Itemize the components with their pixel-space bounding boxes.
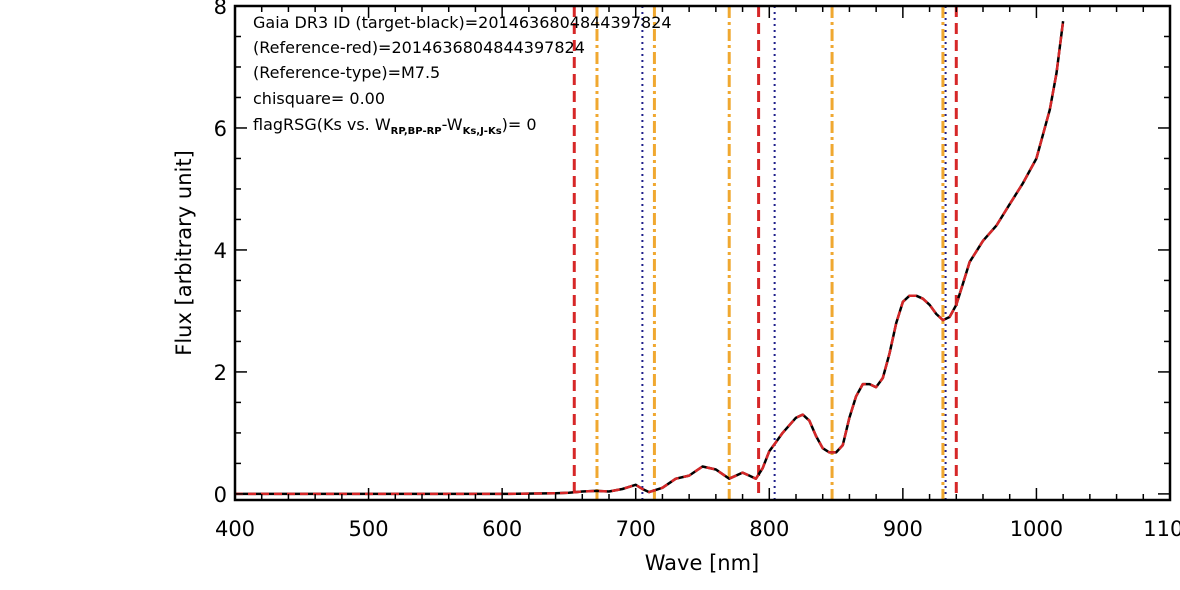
x-tick-label: 600 (482, 517, 522, 541)
annotation-gaia-id: Gaia DR3 ID (target-black)=2014636804844… (253, 13, 672, 32)
y-axis-label: Flux [arbitrary unit] (172, 150, 196, 356)
annotation-reference-type: (Reference-type)=M7.5 (253, 63, 440, 82)
y-tick-label: 0 (214, 483, 227, 507)
x-tick-label: 500 (349, 517, 389, 541)
plot-frame (233, 4, 1172, 502)
flag-rsg-main: flagRSG(Ks vs. W (253, 115, 391, 134)
annotation-chisquare: chisquare= 0.00 (253, 89, 385, 108)
x-tick-label: 800 (749, 517, 789, 541)
flag-rsg-mid: -W (442, 115, 463, 134)
flag-rsg-end: )= 0 (502, 115, 537, 134)
y-tick-label: 8 (214, 0, 227, 19)
y-tick-label: 4 (214, 239, 227, 263)
y-tick-label: 2 (214, 361, 227, 385)
x-axis-label: Wave [nm] (645, 551, 759, 575)
annotation-block: Gaia DR3 ID (target-black)=2014636804844… (253, 13, 672, 137)
spectrum-line-1 (235, 21, 1065, 496)
vertical-markers (572, 6, 958, 500)
spectrum-series (235, 21, 1065, 496)
x-tick-label: 700 (616, 517, 656, 541)
x-tick-label: 400 (215, 517, 255, 541)
y-tick-label: 6 (214, 117, 227, 141)
x-tick-label: 900 (883, 517, 923, 541)
x-tick-label: 1000 (1010, 517, 1063, 541)
annotation-reference-red: (Reference-red)=2014636804844397824 (253, 38, 585, 57)
annotation-flag-rsg: flagRSG(Ks vs. WRP,BP-RP-WKs,J-Ks)= 0 (253, 115, 537, 137)
flag-rsg-sub1: RP,BP-RP (391, 126, 442, 137)
flag-rsg-sub2: Ks,J-Ks (463, 126, 502, 137)
